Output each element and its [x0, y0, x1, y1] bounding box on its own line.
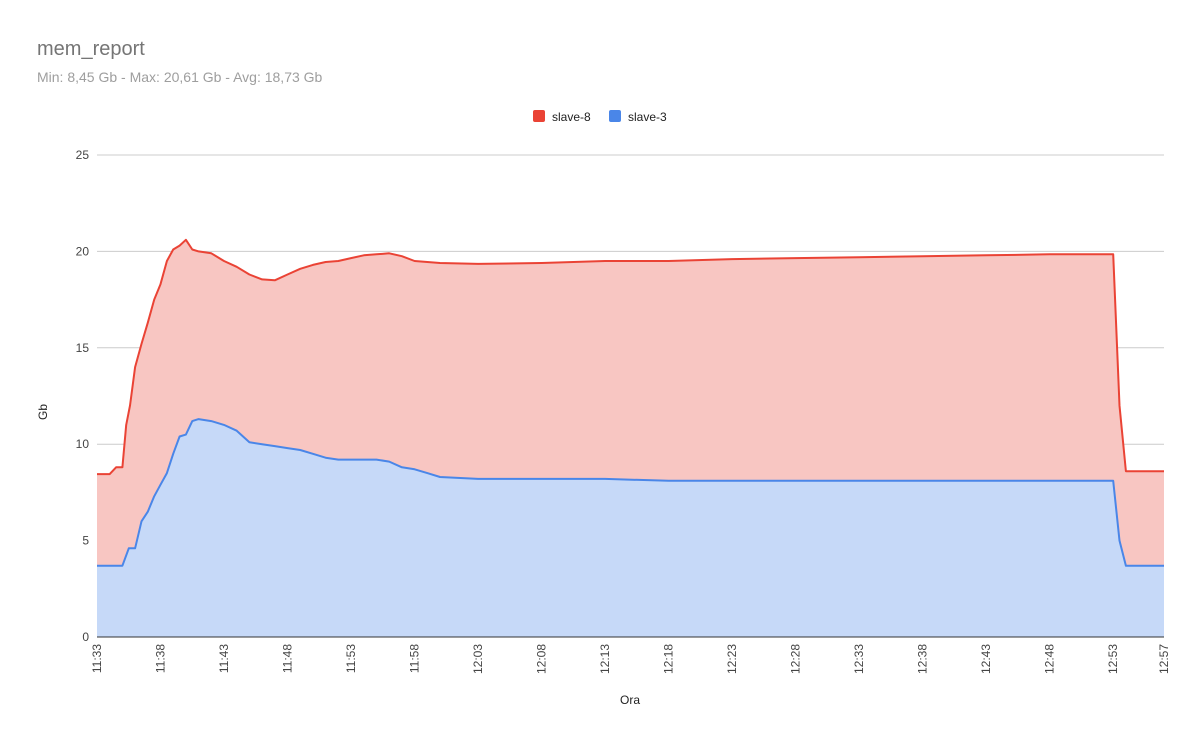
y-tick-label: 10 — [76, 437, 90, 451]
y-tick-labels: 0 5 10 15 20 25 — [76, 148, 90, 644]
y-tick-label: 20 — [76, 244, 90, 258]
x-tick-label: 12:53 — [1106, 644, 1120, 674]
chart-title: mem_report — [37, 38, 145, 60]
chart-subtitle: Min: 8,45 Gb - Max: 20,61 Gb - Avg: 18,7… — [37, 69, 323, 85]
x-tick-label: 11:53 — [344, 644, 358, 673]
x-tick-label: 12:08 — [535, 644, 549, 674]
y-tick-label: 5 — [82, 534, 89, 548]
x-tick-label: 12:33 — [852, 644, 866, 674]
x-tick-label: 12:23 — [725, 644, 739, 674]
x-tick-label: 12:57 — [1157, 644, 1171, 674]
legend-swatch-slave-8 — [533, 110, 545, 122]
y-axis-label: Gb — [36, 404, 50, 420]
legend-label-slave-3: slave-3 — [628, 110, 667, 124]
x-tick-label: 11:38 — [154, 644, 168, 673]
x-tick-label: 12:48 — [1043, 644, 1057, 674]
y-tick-label: 25 — [76, 148, 90, 162]
y-tick-label: 15 — [76, 341, 90, 355]
legend-label-slave-8: slave-8 — [552, 110, 591, 124]
series-lines — [97, 238, 1164, 638]
x-tick-label: 11:33 — [90, 644, 104, 673]
y-tick-label: 0 — [82, 630, 89, 644]
x-tick-labels: 11:33 11:38 11:43 11:48 11:53 11:58 12:03 12:08… — [90, 644, 1171, 674]
series-line-slave-3 — [97, 418, 1164, 567]
legend: slave-8 slave-3 — [533, 110, 667, 124]
legend-swatch-slave-3 — [609, 110, 621, 122]
series-area-slave-3 — [97, 419, 1164, 637]
x-tick-label: 11:58 — [408, 644, 422, 673]
x-axis-label: Ora — [620, 693, 640, 707]
x-tick-label: 12:28 — [789, 644, 803, 674]
series-areas — [97, 239, 1164, 638]
x-tick-label: 12:43 — [979, 644, 993, 674]
x-tick-label: 12:03 — [471, 644, 485, 674]
series-line-slave-8 — [97, 238, 1164, 476]
x-tick-label: 11:43 — [217, 644, 231, 673]
x-tick-label: 12:13 — [598, 644, 612, 674]
x-tick-label: 12:18 — [662, 644, 676, 674]
x-tick-label: 11:48 — [281, 644, 295, 673]
x-tick-label: 12:38 — [916, 644, 930, 674]
